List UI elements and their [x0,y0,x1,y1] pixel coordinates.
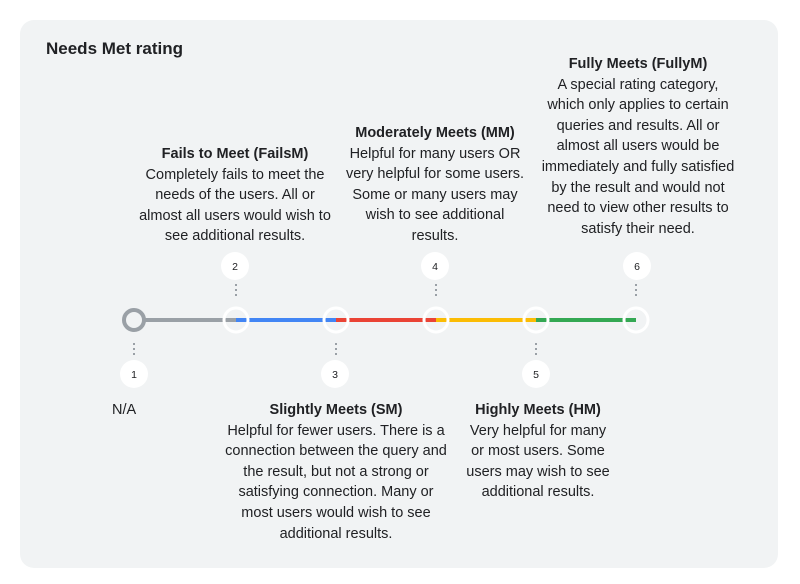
badge-4 [421,252,449,280]
node-6 [622,306,650,334]
node-1 [122,308,146,332]
rating-name: Slightly Meets (SM) [269,402,403,418]
node-2 [222,306,250,334]
badge-5-label: 5 [533,369,539,381]
rating-na: N/A [112,400,172,421]
badge-2-label: 2 [232,261,238,273]
badge-2 [221,252,249,280]
diagram-card [20,20,778,568]
badge-6 [623,252,651,280]
rating-slightly-meets: Slightly Meets (SM) Helpful for fewer us… [225,400,447,544]
rating-name: Highly Meets (HM) [475,402,601,418]
badge-6-label: 6 [634,261,640,273]
node-3 [322,306,350,334]
badge-1 [120,360,148,388]
rating-name: Fails to Meet (FailsM) [161,146,309,162]
rating-description: Very helpful for many or most users. Som… [466,422,610,501]
rating-name: Fully Meets (FullyM) [568,56,708,72]
badge-3 [321,360,349,388]
badge-1-label: 1 [131,369,137,381]
node-4 [422,306,450,334]
rating-name: Moderately Meets (MM) [355,125,515,141]
node-5 [522,306,550,334]
diagram-title: Needs Met rating [46,39,183,58]
badge-3-label: 3 [332,369,338,381]
badge-5 [522,360,550,388]
rating-description: Helpful for many users OR very helpful f… [345,145,525,244]
rating-description: Helpful for fewer users. There is a conn… [225,422,447,542]
rating-description: Completely fails to meet the needs of th… [139,166,331,245]
rating-highly-meets: Highly Meets (HM) Very helpful for many … [465,400,611,503]
rating-fails-to-meet: Fails to Meet (FailsM) Completely fails … [135,144,335,247]
rating-fully-meets: Fully Meets (FullyM) A special rating ca… [540,54,736,239]
badge-4-label: 4 [432,261,438,273]
rating-name: N/A [112,402,137,418]
rating-description: A special rating category, which only ap… [541,76,735,237]
rating-moderately-meets: Moderately Meets (MM) Helpful for many u… [345,123,525,247]
